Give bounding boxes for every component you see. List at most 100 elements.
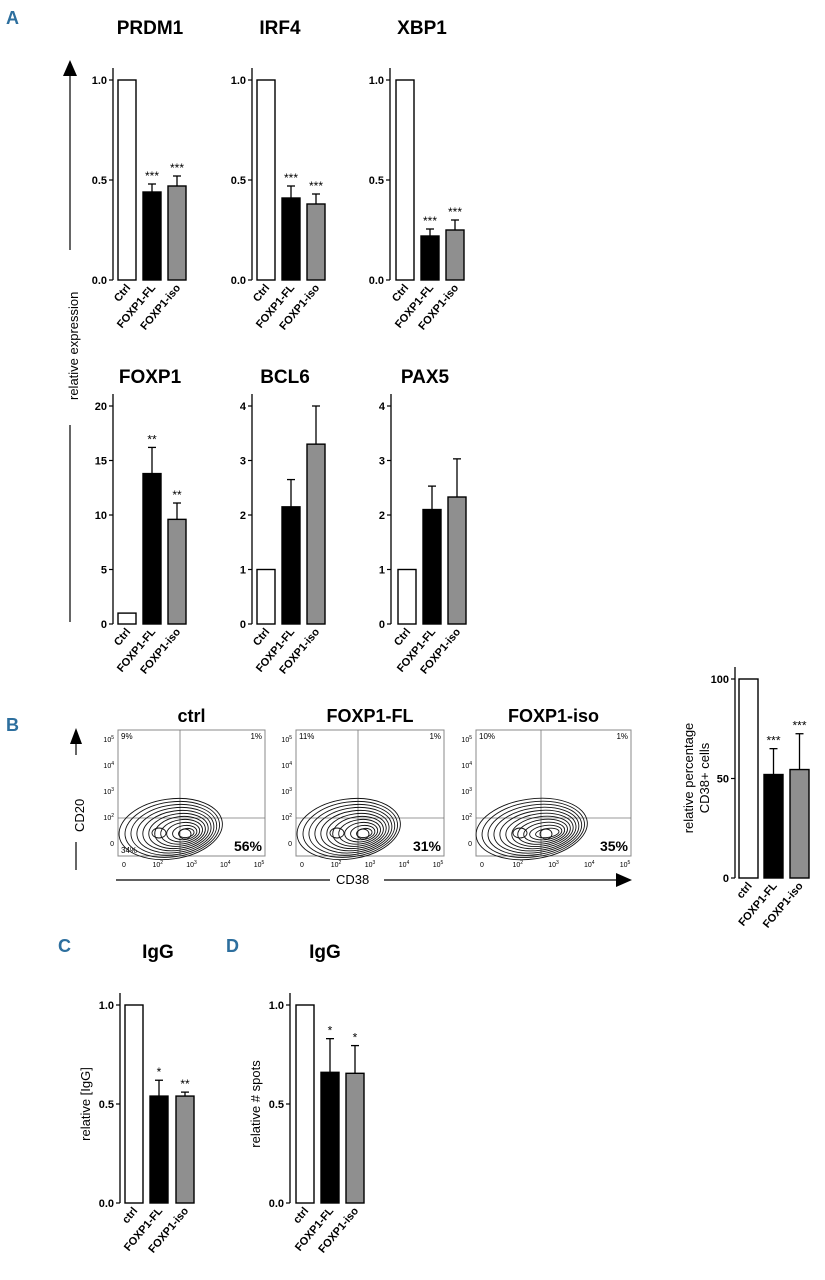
flow-ytick-exp: 4 [289, 761, 292, 767]
flow-ytick: 103 [281, 787, 292, 796]
flow-ytick: 105 [461, 735, 472, 744]
cd38-ytick-label: 50 [717, 774, 729, 786]
bcl6-ytick-label: 2 [240, 510, 246, 522]
flow-ytick: 0 [468, 841, 472, 848]
flow-ytick-exp: 4 [469, 761, 472, 767]
bcl6-title: BCL6 [260, 367, 310, 388]
ylabel-arrow-head [63, 60, 77, 76]
foxp1-significance-2: ** [172, 488, 182, 502]
cd38-category-0: ctrl [735, 880, 755, 901]
pax5-ytick-label: 3 [379, 456, 385, 468]
xbp1-bar-2 [445, 229, 465, 281]
flow-contour [475, 797, 588, 861]
iggd-significance-2: * [353, 1031, 358, 1045]
bcl6-bar-0 [256, 568, 276, 625]
flow-xtick-exp: 5 [441, 860, 444, 866]
iggc-bar-2 [175, 1095, 195, 1204]
flow-contour-ring [535, 827, 560, 839]
flow-contour-ring [487, 803, 583, 856]
xbp1-bar-0 [395, 79, 415, 281]
iggd-ytick-label: 0.0 [269, 1198, 284, 1210]
flow-ytick-exp: 2 [289, 813, 292, 819]
iggc-ytick-label: 0.0 [99, 1198, 114, 1210]
iggc-ylabel: relative [IgG] [78, 1067, 93, 1141]
foxp1-category-0: Ctrl [112, 626, 133, 648]
flow-xtick-exp: 2 [520, 860, 523, 866]
flow-xtick: 105 [433, 860, 444, 869]
flow-ytick: 103 [461, 787, 472, 796]
iggd-bar-1 [320, 1071, 340, 1204]
flow-ytick: 103 [103, 787, 114, 796]
cd38-ylabel-line-0: relative percentage [681, 723, 696, 834]
flow-plot-frame [475, 729, 632, 857]
foxp1-bar-0 [117, 612, 137, 625]
flow-xtick-exp: 3 [556, 860, 559, 866]
bcl6-ytick-label: 1 [240, 565, 246, 577]
flow-xtick-exp: 5 [628, 860, 631, 866]
flow-contour-ring [505, 812, 574, 850]
flow-contour-ring [499, 809, 577, 852]
iggc-significance-1: * [157, 1065, 162, 1079]
flow-contour-ring [344, 821, 379, 843]
flow-xtick: 103 [186, 860, 197, 869]
cd38-significance-2: *** [792, 719, 806, 733]
flow-axes-labels: CD20 CD38 [70, 728, 632, 887]
flow-ytick-exp: 3 [111, 787, 114, 793]
iggc-ytick-label: 0.5 [99, 1099, 114, 1111]
iggc-bar-0 [124, 1004, 144, 1204]
irf4-bar-1 [281, 197, 301, 281]
flow-plot-title: FOXP1-iso [508, 706, 599, 726]
flow-xtick: 104 [399, 860, 410, 869]
prdm1-ytick-label: 0.5 [92, 175, 107, 187]
flow-contour-ring [302, 800, 398, 858]
flow-xtick: 0 [300, 862, 304, 869]
irf4-ytick-label: 0.5 [231, 175, 246, 187]
iggc-category-0: ctrl [120, 1205, 140, 1226]
flow-ytick-exp: 2 [111, 813, 114, 819]
flow-ytick: 104 [461, 761, 472, 770]
panel-a-ylabel-group: relative expression [63, 60, 81, 622]
flow-contour-ring [160, 818, 203, 845]
bcl6-category-0: Ctrl [251, 626, 272, 648]
flow-xtick: 105 [620, 860, 631, 869]
flow-contour-peak [512, 827, 528, 839]
flow-q-lower-right: 35% [600, 838, 629, 854]
pax5-ytick-label: 1 [379, 565, 385, 577]
cd38-ylabel-line-1: CD38+ cells [697, 742, 712, 813]
foxp1-ytick-label: 15 [95, 456, 107, 468]
cd38-bar-2 [789, 768, 810, 879]
flow-contour-ring [523, 821, 566, 843]
prdm1-category-0: Ctrl [112, 282, 133, 304]
flow-ytick: 0 [288, 841, 292, 848]
iggd-ylabel: relative # spots [248, 1060, 263, 1148]
flow-xtick: 104 [220, 860, 231, 869]
flow-plot-title: ctrl [177, 706, 205, 726]
chart-prdm1: PRDM10.00.51.0Ctrl***FOXP1-FL***FOXP1-is… [92, 18, 187, 333]
irf4-category-0: Ctrl [251, 282, 272, 304]
flow-contour-ring [172, 824, 198, 841]
flow-q-upper-left: 9% [121, 732, 133, 741]
flow-ytick: 102 [461, 813, 472, 822]
flow-contour-ring [481, 800, 585, 858]
flow-q-lower-right: 31% [413, 838, 442, 854]
flow-xtick: 102 [152, 860, 163, 869]
flow-xtick-exp: 2 [339, 860, 342, 866]
iggd-ytick-label: 0.5 [269, 1099, 284, 1111]
flow-xtick: 102 [331, 860, 342, 869]
foxp1-bar-2 [167, 518, 187, 625]
flow-contour-ring [296, 797, 401, 861]
panel-a-ylabel: relative expression [66, 292, 81, 400]
panel-letter-d: D [226, 936, 239, 956]
flow-contour-ring [308, 803, 396, 856]
iggd-bar-0 [295, 1004, 315, 1204]
flow-q-upper-left: 10% [479, 732, 495, 741]
prdm1-ytick-label: 0.0 [92, 275, 107, 287]
xbp1-ytick-label: 1.0 [369, 75, 384, 87]
flow-ytick-exp: 4 [111, 761, 114, 767]
